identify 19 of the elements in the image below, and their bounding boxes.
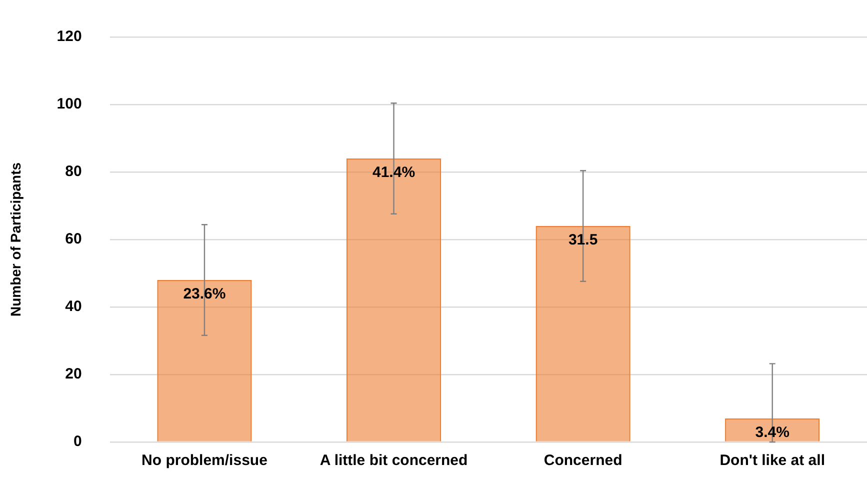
bar <box>157 280 252 442</box>
y-tick-label: 0 <box>73 433 82 450</box>
y-tick-label: 120 <box>56 28 82 46</box>
y-tick-label: 40 <box>65 298 82 316</box>
annotation: 3.4% <box>755 424 790 442</box>
y-tick-label: 100 <box>56 96 82 113</box>
x-tick-label: Don't like at all <box>720 452 825 470</box>
y-tick-label: 60 <box>65 230 82 248</box>
annotation: 31.5 <box>568 232 598 249</box>
bar <box>536 226 630 442</box>
y-axis-title: Number of Participants <box>7 162 24 317</box>
x-tick-label: No problem/issue <box>142 452 268 470</box>
annotation: 23.6% <box>183 286 226 303</box>
y-tick-label: 80 <box>65 163 82 180</box>
bar <box>346 158 442 442</box>
y-tick-label: 20 <box>65 366 82 383</box>
annotation: 41.4% <box>372 164 416 182</box>
x-tick-label: Concerned <box>544 452 622 470</box>
x-tick-label: A little bit concerned <box>320 452 468 470</box>
